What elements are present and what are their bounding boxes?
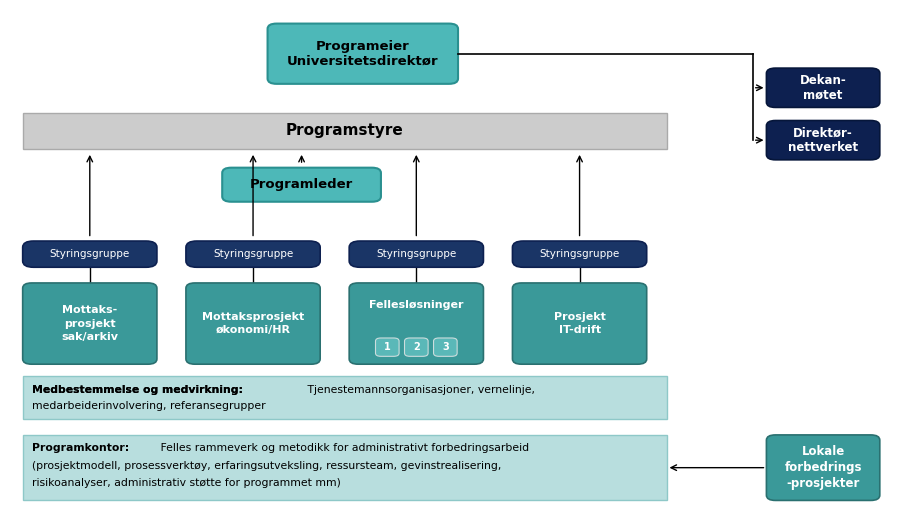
- FancyBboxPatch shape: [512, 283, 647, 364]
- Text: Styringsgruppe: Styringsgruppe: [213, 249, 293, 259]
- Bar: [23, 435, 667, 500]
- Text: Direktør-
nettverket: Direktør- nettverket: [788, 126, 858, 154]
- FancyBboxPatch shape: [23, 241, 157, 267]
- Text: Fellesløsninger: Fellesløsninger: [369, 300, 463, 310]
- FancyBboxPatch shape: [766, 121, 880, 160]
- Text: risikoanalyser, administrativ støtte for programmet mm): risikoanalyser, administrativ støtte for…: [32, 478, 341, 488]
- FancyBboxPatch shape: [434, 338, 457, 356]
- Text: Mottaksprosjekt
økonomi/HR: Mottaksprosjekt økonomi/HR: [202, 312, 304, 335]
- Text: Dekan-
møtet: Dekan- møtet: [800, 74, 846, 102]
- Text: Medbestemmelse og medvirkning:: Medbestemmelse og medvirkning:: [32, 385, 243, 395]
- Text: 1: 1: [384, 342, 391, 352]
- FancyBboxPatch shape: [268, 24, 458, 84]
- FancyBboxPatch shape: [349, 283, 483, 364]
- FancyBboxPatch shape: [349, 241, 483, 267]
- Bar: [23, 376, 667, 419]
- Text: Mottaks-
prosjekt
sak/arkiv: Mottaks- prosjekt sak/arkiv: [62, 305, 118, 342]
- FancyBboxPatch shape: [405, 338, 428, 356]
- Text: Programstyre: Programstyre: [286, 124, 404, 138]
- Text: Lokale
forbedrings
-prosjekter: Lokale forbedrings -prosjekter: [785, 445, 862, 490]
- Text: Styringsgruppe: Styringsgruppe: [50, 249, 130, 259]
- Text: Styringsgruppe: Styringsgruppe: [540, 249, 619, 259]
- Text: Prosjekt
IT-drift: Prosjekt IT-drift: [553, 312, 606, 335]
- FancyBboxPatch shape: [766, 68, 880, 107]
- Text: Styringsgruppe: Styringsgruppe: [376, 249, 456, 259]
- Text: Medbestemmelse og medvirkning:: Medbestemmelse og medvirkning:: [32, 385, 243, 395]
- FancyBboxPatch shape: [23, 283, 157, 364]
- Text: (prosjektmodell, prosessverktøy, erfaringsutveksling, ressursteam, gevinstrealis: (prosjektmodell, prosessverktøy, erfarin…: [32, 461, 502, 471]
- FancyBboxPatch shape: [512, 241, 647, 267]
- Bar: [23, 113, 667, 149]
- Text: 2: 2: [413, 342, 420, 352]
- Text: Tjenestemannsorganisasjoner, vernelinje,: Tjenestemannsorganisasjoner, vernelinje,: [304, 385, 535, 395]
- FancyBboxPatch shape: [766, 435, 880, 500]
- Text: medarbeiderinvolvering, referansegrupper: medarbeiderinvolvering, referansegrupper: [32, 401, 266, 411]
- Text: Programeier
Universitetsdirektør: Programeier Universitetsdirektør: [287, 40, 439, 68]
- Text: Programleder: Programleder: [250, 178, 353, 191]
- FancyBboxPatch shape: [186, 283, 320, 364]
- FancyBboxPatch shape: [222, 168, 381, 202]
- Text: 3: 3: [442, 342, 449, 352]
- FancyBboxPatch shape: [375, 338, 399, 356]
- FancyBboxPatch shape: [186, 241, 320, 267]
- Text: Programkontor:: Programkontor:: [32, 443, 129, 453]
- Text: Felles rammeverk og metodikk for administrativt forbedringsarbeid: Felles rammeverk og metodikk for adminis…: [157, 443, 530, 453]
